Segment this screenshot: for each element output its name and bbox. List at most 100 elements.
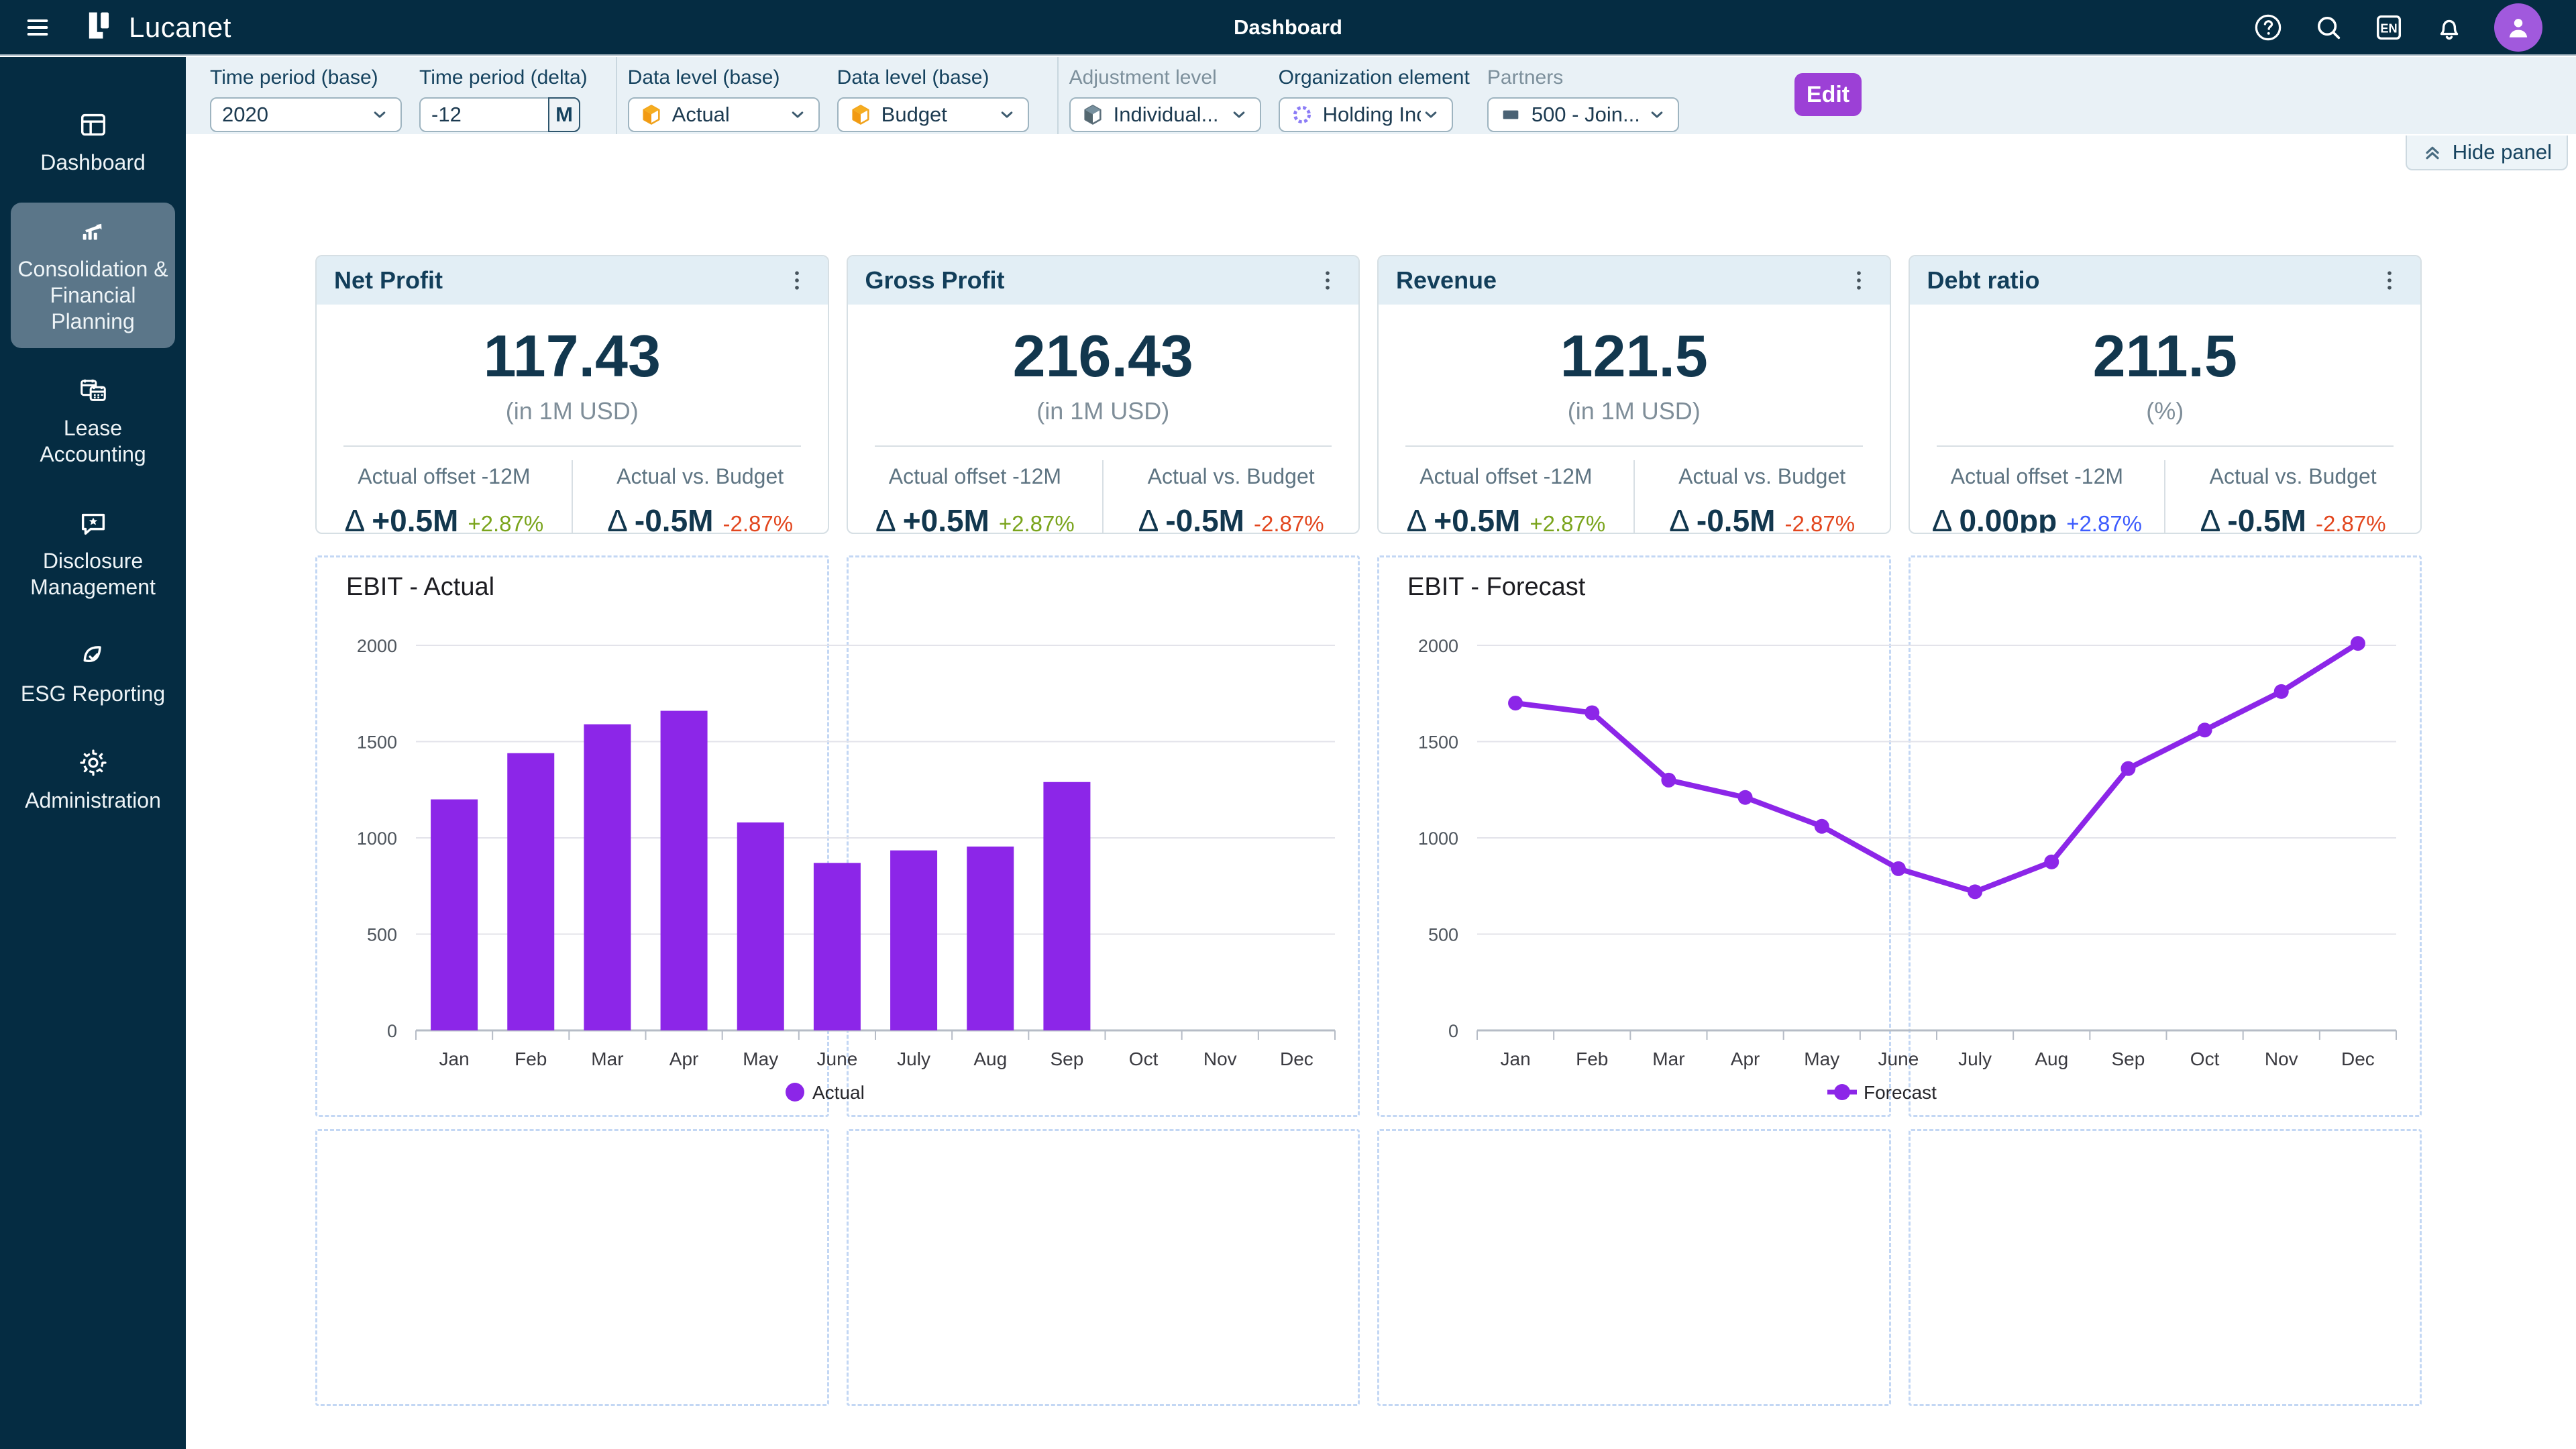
x-axis-tick-label: Nov [1203, 1049, 1237, 1069]
chevron-down-icon [997, 105, 1017, 125]
data-point-july[interactable] [1968, 884, 1982, 899]
kpi-delta-value-row: Δ+0.5M+2.87% [1379, 502, 1633, 534]
y-axis-tick-label: 1000 [357, 828, 397, 849]
chart-legend[interactable]: Actual [786, 1082, 865, 1103]
bar-july[interactable] [890, 851, 937, 1030]
bar-jan[interactable] [431, 800, 478, 1030]
data-point-dec[interactable] [2351, 636, 2365, 651]
filter-field-value: -12 [431, 103, 541, 127]
filter-divider [616, 57, 617, 134]
sidebar-item-lease-accounting[interactable]: Lease Accounting [11, 362, 175, 481]
kpi-unit: (%) [1910, 397, 2421, 425]
sidebar-item-esg-reporting[interactable]: ESG Reporting [11, 627, 175, 720]
kpi-card-revenue: Revenue121.5(in 1M USD)Actual offset -12… [1377, 255, 1891, 534]
bar-may[interactable] [737, 822, 784, 1030]
x-axis-tick-label: Dec [2341, 1049, 2375, 1069]
kpi-delta-percent: +2.87% [1529, 511, 1605, 534]
chevron-down-icon [370, 105, 390, 125]
filter-field-adjustment-level: Adjustment levelIndividual... [1069, 66, 1261, 132]
organization-element-select[interactable]: Holding Inc. [1279, 97, 1453, 132]
kebab-menu-icon[interactable] [1314, 267, 1341, 294]
language-icon[interactable]: EN [2373, 12, 2404, 43]
sidebar-item-label: Lease Accounting [16, 415, 170, 468]
hide-panel-button[interactable]: Hide panel [2406, 136, 2568, 170]
lucanet-logo-icon [82, 8, 117, 46]
app-bar-actions: EN [2253, 3, 2576, 52]
bar-apr[interactable] [661, 711, 708, 1030]
kpi-divider [1405, 445, 1863, 447]
data-point-nov[interactable] [2274, 684, 2289, 699]
period-unit-button[interactable]: M [548, 97, 580, 132]
sidebar-item-administration[interactable]: Administration [11, 734, 175, 827]
bar-june[interactable] [814, 863, 861, 1030]
sidebar-item-consolidation-financial-planning[interactable]: Consolidation & Financial Planning [11, 203, 175, 348]
cube-gray-icon [1081, 103, 1104, 126]
kpi-delta-value: +0.5M [372, 503, 458, 534]
kpi-divider [1937, 445, 2394, 447]
sidebar-item-dashboard[interactable]: Dashboard [11, 96, 175, 189]
data-point-jan[interactable] [1508, 696, 1523, 710]
notifications-bell-icon[interactable] [2434, 12, 2465, 43]
user-avatar[interactable] [2494, 3, 2542, 52]
grid-cell-placeholder [315, 1129, 829, 1406]
help-icon[interactable] [2253, 12, 2284, 43]
filter-divider [1057, 57, 1059, 134]
partners-select[interactable]: 500 - Join... [1487, 97, 1679, 132]
data-level-base-select[interactable]: Budget [837, 97, 1029, 132]
kpi-delta-label: Actual offset -12M [317, 464, 572, 489]
filter-field-time-period-delta: Time period (delta)-12M [419, 66, 588, 132]
y-axis-tick-label: 1500 [1418, 733, 1458, 753]
adjustment-level-select[interactable]: Individual... [1069, 97, 1261, 132]
kpi-delta-value-row: Δ-0.5M-2.87% [2165, 502, 2420, 534]
kpi-delta-section: Actual offset -12MΔ+0.5M+2.87%Actual vs.… [848, 460, 1359, 534]
kpi-delta-value: -0.5M [2227, 503, 2306, 534]
kpi-value: 216.43 [848, 322, 1359, 390]
kpi-delta-value-row: Δ-0.5M-2.87% [1104, 502, 1358, 534]
x-axis-tick-label: Aug [2035, 1049, 2068, 1069]
grid-cell-placeholder [1377, 1129, 1891, 1406]
sidebar-item-disclosure-management[interactable]: Disclosure Management [11, 494, 175, 614]
kpi-delta-label: Actual vs. Budget [1635, 464, 1890, 489]
chart-legend[interactable]: Forecast [1827, 1082, 1937, 1103]
y-axis-tick-label: 500 [1428, 925, 1458, 945]
x-axis-tick-label: Oct [1129, 1049, 1159, 1069]
sidebar-item-label: Consolidation & Financial Planning [16, 256, 170, 335]
time-period-base-select[interactable]: 2020 [210, 97, 402, 132]
kpi-delta-section: Actual offset -12MΔ+0.5M+2.87%Actual vs.… [1379, 460, 1890, 534]
data-point-may[interactable] [1815, 819, 1829, 834]
bar-mar[interactable] [584, 724, 631, 1030]
kpi-delta-label: Actual offset -12M [1910, 464, 2165, 489]
x-axis-tick-label: Mar [591, 1049, 623, 1069]
kpi-delta-value: -0.5M [1697, 503, 1776, 534]
data-point-june[interactable] [1891, 861, 1906, 876]
brand: Lucanet [82, 8, 231, 46]
kpi-delta-percent: -2.87% [1254, 511, 1324, 534]
edit-button[interactable]: Edit [1794, 73, 1862, 116]
kpi-delta-section: Actual offset -12MΔ0.00pp+2.87%Actual vs… [1910, 460, 2421, 534]
menu-icon[interactable] [23, 13, 52, 42]
sidebar: Dashboard Consolidation & Financial Plann… [0, 57, 186, 1449]
data-point-mar[interactable] [1661, 773, 1676, 788]
kebab-menu-icon[interactable] [1845, 267, 1872, 294]
sidebar-item-label: Administration [25, 788, 161, 814]
data-point-feb[interactable] [1585, 705, 1599, 720]
bar-sep[interactable] [1043, 782, 1090, 1030]
x-axis-tick-label: Apr [669, 1049, 699, 1069]
x-axis-tick-label: Sep [2112, 1049, 2145, 1069]
bar-aug[interactable] [967, 847, 1014, 1030]
kpi-delta-label: Actual vs. Budget [2165, 464, 2420, 489]
data-point-oct[interactable] [2198, 722, 2212, 737]
search-icon[interactable] [2313, 12, 2344, 43]
svg-text:EN: EN [2380, 21, 2397, 35]
time-period-delta-input[interactable]: -12 M [419, 97, 580, 132]
bar-feb[interactable] [507, 753, 554, 1030]
kebab-menu-icon[interactable] [2376, 267, 2403, 294]
kebab-menu-icon[interactable] [784, 267, 810, 294]
data-point-apr[interactable] [1738, 790, 1753, 805]
x-axis-tick-label: May [743, 1049, 778, 1069]
kpi-delta-percent: +2.87% [468, 511, 543, 534]
kpi-value: 117.43 [317, 322, 828, 390]
data-level-base-select[interactable]: Actual [628, 97, 820, 132]
data-point-sep[interactable] [2121, 761, 2135, 776]
data-point-aug[interactable] [2044, 855, 2059, 869]
